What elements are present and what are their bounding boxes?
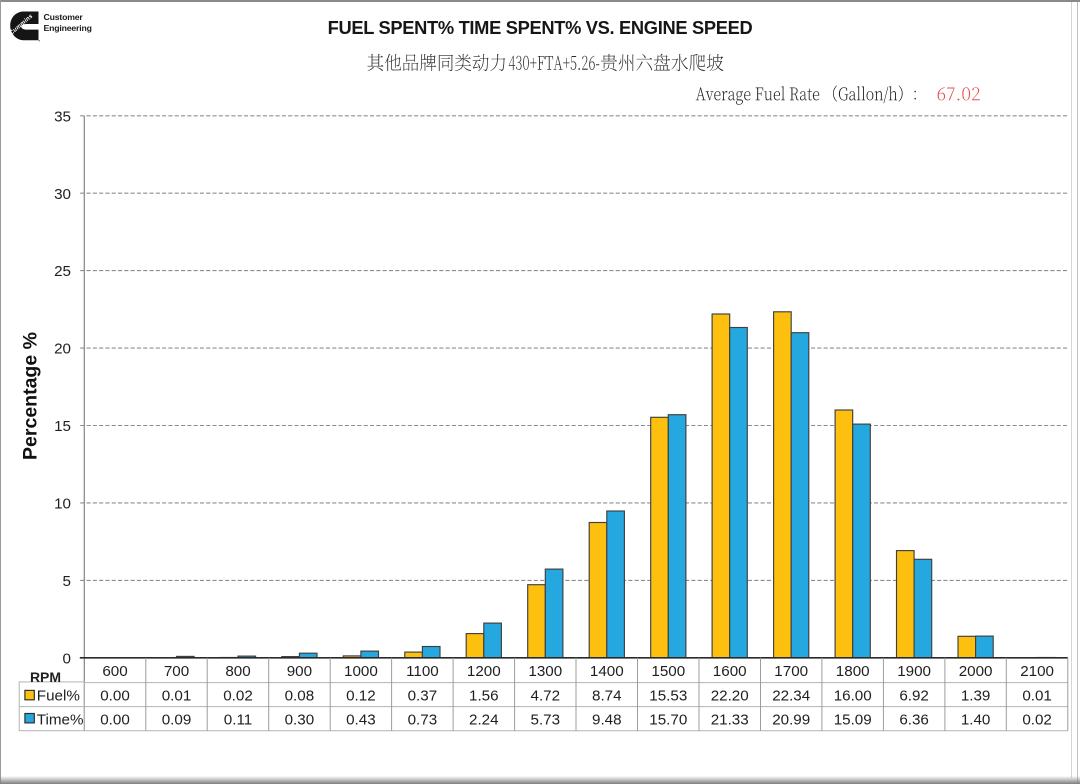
svg-text:6.92: 6.92: [899, 687, 929, 704]
svg-text:1800: 1800: [836, 663, 870, 680]
svg-text:5.73: 5.73: [531, 711, 561, 728]
svg-text:10: 10: [54, 496, 71, 513]
svg-text:2.24: 2.24: [469, 711, 499, 728]
svg-text:0: 0: [63, 650, 71, 667]
svg-text:800: 800: [225, 663, 250, 680]
svg-text:1900: 1900: [897, 663, 931, 680]
svg-text:0.43: 0.43: [346, 711, 376, 728]
svg-text:0.02: 0.02: [223, 687, 253, 704]
svg-text:25: 25: [54, 263, 71, 280]
svg-text:5: 5: [63, 573, 71, 590]
svg-text:0.02: 0.02: [1022, 711, 1052, 728]
svg-text:2100: 2100: [1020, 663, 1054, 680]
svg-text:30: 30: [54, 186, 71, 203]
svg-text:1000: 1000: [344, 663, 378, 680]
svg-text:35: 35: [54, 108, 71, 125]
svg-text:22.34: 22.34: [772, 687, 810, 704]
svg-text:20: 20: [54, 341, 71, 358]
svg-text:Fuel%: Fuel%: [37, 687, 80, 704]
svg-text:1200: 1200: [467, 663, 501, 680]
svg-text:0.12: 0.12: [346, 687, 376, 704]
svg-text:1300: 1300: [528, 663, 562, 680]
svg-text:1.40: 1.40: [961, 711, 991, 728]
svg-text:0.00: 0.00: [100, 687, 130, 704]
svg-text:15.09: 15.09: [834, 711, 872, 728]
svg-text:Percentage %: Percentage %: [20, 332, 42, 460]
svg-text:1.56: 1.56: [469, 687, 499, 704]
svg-text:20.99: 20.99: [772, 711, 810, 728]
svg-text:15.53: 15.53: [649, 687, 687, 704]
svg-text:0.01: 0.01: [162, 687, 192, 704]
svg-text:Time%: Time%: [37, 711, 84, 728]
svg-text:1600: 1600: [713, 663, 747, 680]
svg-text:2000: 2000: [959, 663, 993, 680]
svg-text:0.30: 0.30: [285, 711, 315, 728]
svg-text:1100: 1100: [406, 663, 439, 680]
svg-text:0.08: 0.08: [285, 687, 315, 704]
svg-text:0.00: 0.00: [100, 711, 130, 728]
svg-text:21.33: 21.33: [711, 711, 749, 728]
svg-text:4.72: 4.72: [531, 687, 561, 704]
svg-text:0.09: 0.09: [162, 711, 192, 728]
svg-text:16.00: 16.00: [834, 687, 872, 704]
svg-text:900: 900: [287, 663, 312, 680]
svg-text:0.01: 0.01: [1022, 687, 1052, 704]
svg-text:RPM: RPM: [30, 669, 61, 685]
svg-text:1400: 1400: [590, 663, 624, 680]
svg-text:8.74: 8.74: [592, 687, 622, 704]
svg-text:6.36: 6.36: [899, 711, 929, 728]
svg-text:1700: 1700: [774, 663, 808, 680]
svg-text:0.73: 0.73: [408, 711, 438, 728]
svg-text:22.20: 22.20: [711, 687, 749, 704]
svg-text:700: 700: [164, 663, 189, 680]
svg-text:1.39: 1.39: [961, 687, 991, 704]
svg-text:9.48: 9.48: [592, 711, 622, 728]
svg-text:0.11: 0.11: [224, 711, 252, 728]
svg-text:0.37: 0.37: [408, 687, 438, 704]
svg-text:15.70: 15.70: [649, 711, 687, 728]
svg-text:600: 600: [102, 663, 127, 680]
svg-text:1500: 1500: [651, 663, 685, 680]
svg-text:15: 15: [54, 418, 71, 435]
